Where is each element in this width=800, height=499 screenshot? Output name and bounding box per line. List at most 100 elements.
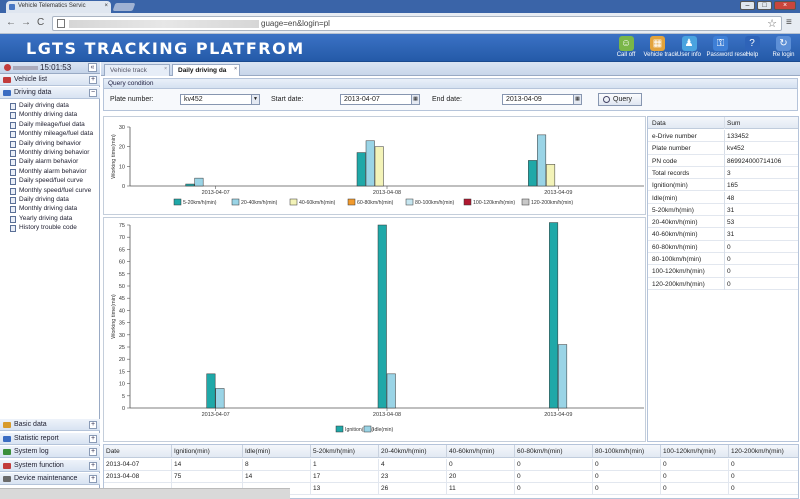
user-info-icon: ♟	[681, 36, 697, 51]
column-header-20-40km-h-min[interactable]: 20-40km/h(min)	[379, 445, 447, 458]
sidebar-item-daily-alarm-behavior[interactable]: Daily alarm behavior	[10, 158, 78, 167]
toggle-icon[interactable]: +	[89, 434, 97, 443]
y-tick-label: 5	[122, 394, 125, 400]
sidebar-item-monthly-driving-data[interactable]: Monthly driving data	[10, 205, 77, 214]
column-separator	[724, 265, 725, 278]
column-header-date[interactable]: Date	[104, 445, 172, 458]
end-date-input[interactable]: 2013-04-09 ▦	[502, 94, 582, 105]
sidebar-item-daily-speed-fuel-curve[interactable]: Daily speed/fuel curve	[10, 177, 83, 186]
plate-number-select[interactable]: kv452 ▼	[180, 94, 260, 105]
x-tick-label: 2013-04-07	[202, 412, 230, 418]
sidebar-item-daily-driving-data[interactable]: Daily driving data	[10, 102, 69, 111]
sidebar-item-daily-driving-data[interactable]: Daily driving data	[10, 196, 69, 205]
column-separator	[724, 130, 725, 142]
section-icon	[3, 90, 11, 96]
header-action-vehicle-track[interactable]: ▦ Vehicle track	[644, 36, 678, 58]
section-icon	[3, 422, 11, 428]
sidebar-section-device-maintenance[interactable]: Device maintenance +	[0, 473, 100, 485]
page-tab-strip: Vehicle track × Daily driving da ×	[101, 62, 800, 76]
toggle-icon[interactable]: +	[89, 461, 97, 470]
close-window-button[interactable]: ×	[774, 1, 796, 10]
header-action-label: Vehicle track	[643, 52, 678, 58]
table-cell: 1	[311, 459, 379, 471]
toggle-icon[interactable]: +	[89, 448, 97, 456]
calendar-icon[interactable]: ▦	[573, 94, 582, 105]
sidebar-item-monthly-driving-behavior[interactable]: Monthly driving behavior	[10, 149, 89, 158]
header-action-call-off[interactable]: ☺ Call off	[612, 36, 640, 58]
collapse-sidebar-icon[interactable]: «	[88, 63, 97, 72]
toggle-icon[interactable]: +	[89, 475, 97, 483]
back-icon[interactable]: ←	[6, 17, 16, 28]
table-cell: 14	[172, 459, 243, 471]
table-row: Ignition(min) 165	[648, 179, 798, 192]
sidebar-section-driving-data[interactable]: Driving data −	[0, 87, 100, 99]
maximize-button[interactable]: □	[757, 1, 772, 10]
header-action-label: Re login	[772, 52, 795, 58]
column-header-40-60km-h-min[interactable]: 40-60km/h(min)	[447, 445, 515, 458]
column-header-120-200km-h-min[interactable]: 120-200km/h(min)	[729, 445, 798, 458]
toggle-icon[interactable]: +	[89, 76, 97, 84]
sidebar-section-system-log[interactable]: System log +	[0, 446, 100, 458]
sidebar-section-basic-data[interactable]: Basic data +	[0, 419, 100, 431]
sidebar-item-daily-driving-behavior[interactable]: Daily driving behavior	[10, 140, 81, 149]
tab-daily-driving-da[interactable]: Daily driving da ×	[172, 64, 240, 76]
browser-menu-icon[interactable]: ≡	[786, 17, 792, 28]
close-icon[interactable]: ×	[164, 66, 167, 72]
sidebar-item-monthly-driving-data[interactable]: Monthly driving data	[10, 111, 77, 120]
horizontal-scrollbar[interactable]	[0, 488, 290, 499]
chevron-down-icon[interactable]: ▼	[251, 94, 260, 105]
start-date-input[interactable]: 2013-04-07 ▦	[340, 94, 420, 105]
new-tab-button[interactable]	[112, 3, 136, 11]
document-icon	[10, 121, 16, 129]
sidebar-item-daily-mileage-fuel-data[interactable]: Daily mileage/fuel data	[10, 121, 85, 130]
close-tab-icon[interactable]: ×	[104, 3, 108, 9]
bookmark-star-icon[interactable]: ☆	[767, 18, 777, 30]
browser-tab[interactable]: Vehicle Telematics Servic ×	[6, 1, 111, 13]
toggle-icon[interactable]: −	[89, 89, 97, 97]
query-condition-header: Query condition	[103, 78, 798, 89]
header-action-label: Password reset	[706, 52, 748, 58]
document-icon	[10, 103, 16, 110]
column-header-60-80km-h-min[interactable]: 60-80km/h(min)	[515, 445, 593, 458]
toggle-icon[interactable]: +	[89, 421, 97, 429]
table-cell: 0	[729, 471, 798, 483]
sidebar-section-statistic-report[interactable]: Statistic report +	[0, 432, 100, 445]
legend-label: 80-100km/h(min)	[415, 200, 454, 206]
tab-vehicle-track[interactable]: Vehicle track ×	[104, 64, 170, 76]
table-cell: 75	[172, 471, 243, 483]
column-header-idle-min[interactable]: Idle(min)	[243, 445, 311, 458]
summary-key: 80-100km/h(min)	[652, 256, 702, 263]
forward-icon[interactable]: →	[21, 17, 31, 28]
minimize-button[interactable]: –	[740, 1, 755, 10]
header-action-password-reset[interactable]: ⚿ Password reset	[707, 36, 748, 58]
calendar-icon[interactable]: ▦	[411, 94, 420, 105]
summary-value: 165	[727, 182, 738, 190]
y-tick-label: 35	[119, 321, 125, 327]
sidebar-item-monthly-alarm-behavior[interactable]: Monthly alarm behavior	[10, 168, 87, 177]
column-header-80-100km-h-min[interactable]: 80-100km/h(min)	[593, 445, 661, 458]
help-icon: ?	[744, 36, 760, 51]
query-button[interactable]: Query	[598, 93, 642, 106]
document-icon	[10, 112, 16, 120]
header-action-re-login[interactable]: ↻ Re login	[770, 36, 798, 58]
column-header-ignition-min[interactable]: Ignition(min)	[172, 445, 243, 458]
column-header-5-20km-h-min[interactable]: 5-20km/h(min)	[311, 445, 379, 458]
table-cell: 2013-04-07	[104, 459, 172, 471]
summary-value: 31	[727, 231, 735, 239]
sidebar-item-yearly-driving-data[interactable]: Yearly driving data	[10, 215, 72, 224]
sidebar-item-monthly-mileage-fuel-data[interactable]: Monthly mileage/fuel data	[10, 130, 93, 139]
close-icon[interactable]: ×	[234, 66, 237, 72]
header-action-user-info[interactable]: ♟ User info	[675, 36, 703, 58]
column-header-100-120km-h-min[interactable]: 100-120km/h(min)	[661, 445, 729, 458]
clock-icon	[4, 64, 11, 71]
sidebar-section-vehicle-list[interactable]: Vehicle list +	[0, 74, 100, 86]
address-bar[interactable]: guage=en&login=pl ☆	[52, 16, 782, 31]
sidebar-item-label: Daily driving data	[19, 196, 69, 203]
sidebar-item-monthly-speed-fuel-curve[interactable]: Monthly speed/fuel curve	[10, 187, 91, 196]
reload-icon[interactable]: C	[37, 17, 45, 28]
sidebar-item-history-trouble-code[interactable]: History trouble code	[10, 224, 77, 233]
header-action-help[interactable]: ? Help	[738, 36, 766, 58]
summary-value: 0	[727, 256, 731, 263]
sidebar-section-system-function[interactable]: System function +	[0, 459, 100, 472]
